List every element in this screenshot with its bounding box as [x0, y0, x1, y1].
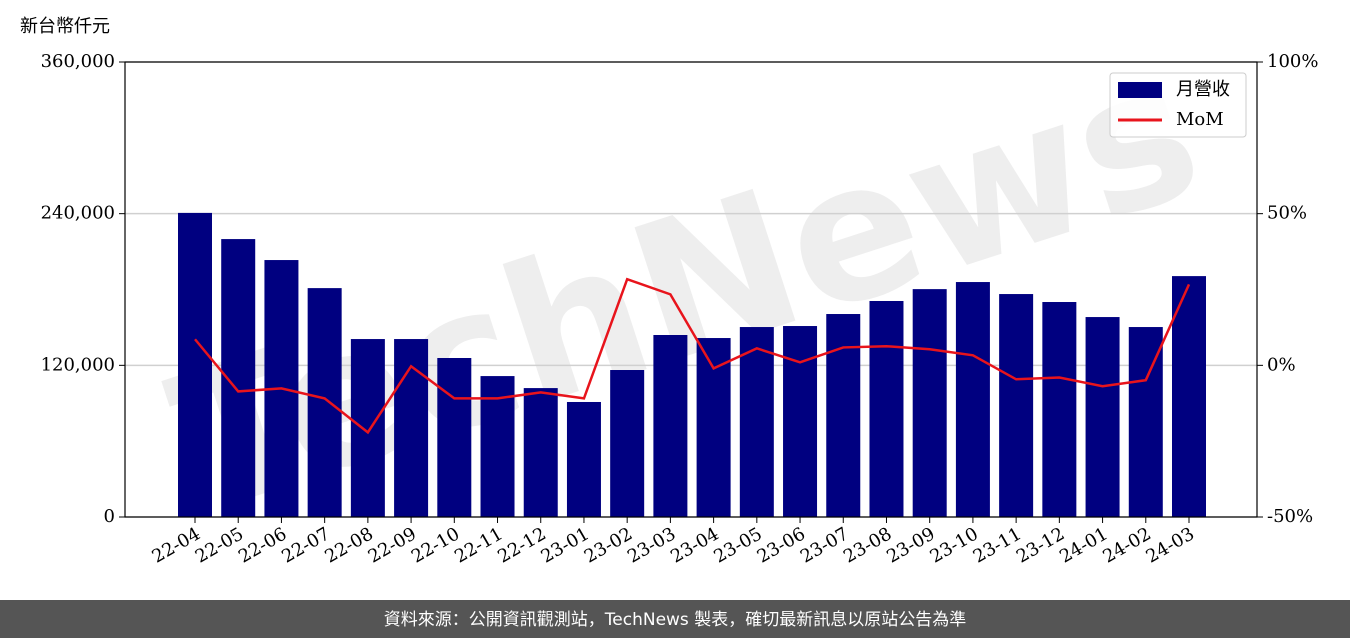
bar: [178, 212, 212, 518]
bar: [1128, 327, 1163, 517]
bar: [437, 358, 472, 517]
x-tick-label: 22-12: [494, 523, 549, 567]
y2-tick-label: 100%: [1267, 51, 1318, 72]
x-tick-label: 23-05: [710, 523, 765, 567]
bar: [350, 339, 385, 517]
y2-tick-label: -50%: [1267, 506, 1313, 527]
x-tick-label: 23-03: [624, 523, 679, 567]
bar: [610, 370, 645, 517]
y-axis-label: 新台幣仟元: [20, 16, 110, 37]
x-tick-label: 23-09: [883, 523, 938, 567]
bar: [999, 294, 1034, 517]
bar: [783, 326, 818, 517]
bar: [307, 288, 342, 517]
y-tick-label: 0: [104, 506, 115, 527]
x-tick-label: 23-12: [1013, 523, 1068, 567]
legend-label: MoM: [1176, 109, 1224, 130]
bar: [523, 388, 558, 517]
x-tick-label: 23-11: [970, 523, 1025, 567]
x-tick-label: 23-08: [840, 523, 895, 567]
x-tick-label: 23-01: [538, 523, 593, 567]
x-tick-label: 23-10: [926, 523, 981, 567]
bar: [653, 335, 688, 517]
bar: [1085, 317, 1120, 517]
bar: [912, 289, 947, 517]
bar: [394, 339, 429, 517]
bar: [826, 314, 861, 517]
x-tick-label: 23-02: [581, 523, 636, 567]
bar: [566, 401, 601, 517]
bar: [869, 301, 904, 517]
x-tick-label: 22-09: [365, 523, 420, 567]
x-tick-label: 24-03: [1143, 523, 1198, 567]
plot-frame: [124, 61, 1258, 518]
y2-tick-label: 0%: [1267, 354, 1296, 375]
bar: [1172, 276, 1206, 517]
line: [194, 277, 1191, 435]
x-tick-label: 22-10: [408, 523, 463, 567]
x-tick-label: 22-04: [149, 523, 204, 567]
x-tick-label: 24-01: [1056, 523, 1111, 567]
x-tick-label: 23-06: [754, 523, 809, 567]
y-tick-label: 120,000: [41, 354, 115, 375]
y-tick-label: 240,000: [41, 203, 115, 224]
bar: [955, 282, 990, 517]
legend-swatch: [1118, 82, 1162, 98]
legend-label: 月營收: [1176, 79, 1230, 100]
bar: [1042, 302, 1077, 517]
x-tick-label: 22-08: [321, 523, 376, 567]
x-tick-label: 22-11: [451, 523, 506, 567]
y2-tick-label: 50%: [1267, 203, 1307, 224]
bar: [696, 338, 731, 517]
x-tick-label: 23-04: [667, 523, 722, 567]
x-tick-label: 23-07: [797, 523, 852, 567]
footer-bar: [0, 600, 1350, 638]
footer-text: 資料來源：公開資訊觀測站，TechNews 製表，確切最新訊息以原站公告為準: [384, 610, 966, 630]
bar: [739, 327, 774, 517]
y-tick-label: 360,000: [41, 51, 115, 72]
x-tick-label: 24-02: [1099, 523, 1154, 567]
